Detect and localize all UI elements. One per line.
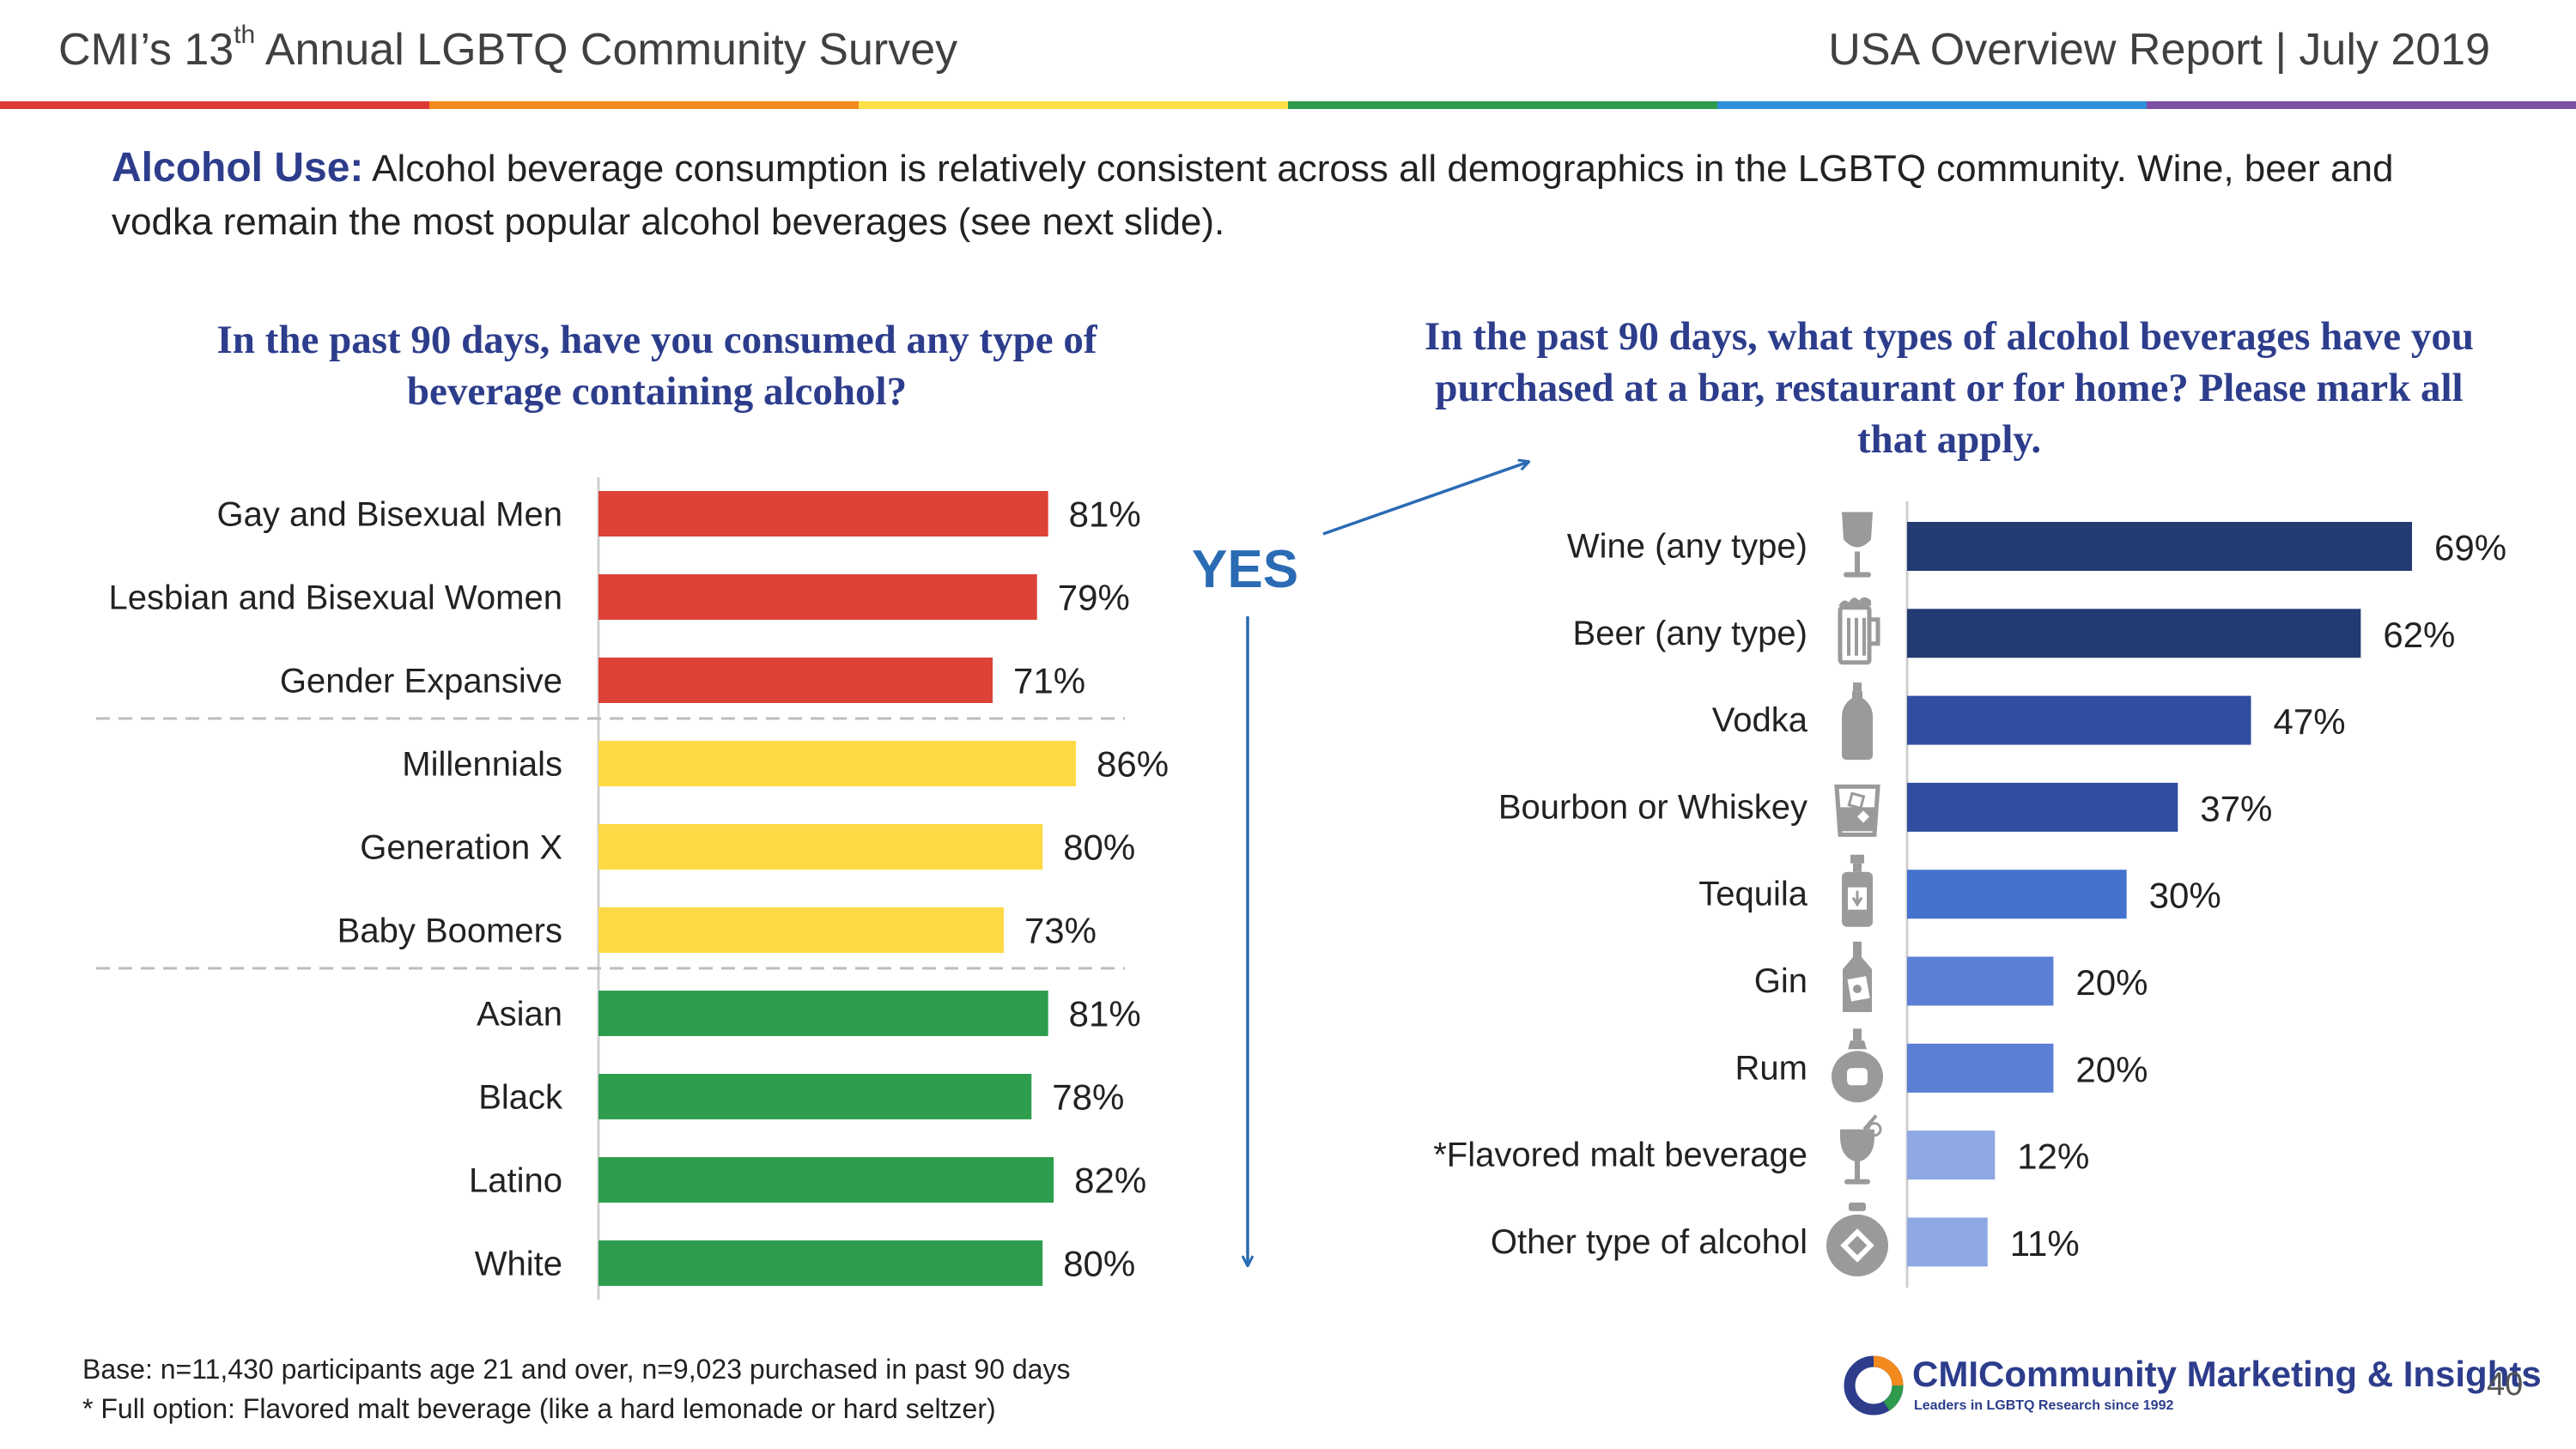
logo-company-name: Community Marketing & Insights: [1978, 1354, 2542, 1394]
footnote-full-option: * Full option: Flavored malt beverage (l…: [82, 1393, 996, 1424]
whiskey-glass-icon: [1834, 784, 1880, 837]
report-edition-title: USA Overview Report | July 2019: [1828, 25, 2490, 75]
left-value-label: 82%: [1074, 1161, 1146, 1201]
rainbow-segment: [1288, 101, 1717, 109]
right-category-label: *Flavored malt beverage: [1433, 1137, 1807, 1174]
series-title-text-rest: Annual LGBTQ Community Survey: [255, 25, 958, 75]
right-category-label: Bourbon or Whiskey: [1498, 788, 1807, 826]
rainbow-segment: [1717, 101, 2147, 109]
report-series-title: CMI’s 13th Annual LGBTQ Community Survey: [58, 21, 958, 76]
left-chart-title: In the past 90 days, have you consumed a…: [216, 318, 1097, 414]
rainbow-segment: [0, 101, 429, 109]
left-category-label: White: [475, 1246, 562, 1283]
left-bar: [598, 1240, 1043, 1286]
vodka-bottle-icon: [1842, 682, 1873, 761]
right-category-label: Tequila: [1698, 876, 1808, 913]
right-bar-chart: Wine (any type) 69% Beer (any type) 62% Vodk…: [1433, 501, 2506, 1288]
rainbow-segment: [2147, 101, 2576, 109]
right-bar: [1907, 609, 2361, 658]
left-bar: [598, 491, 1048, 537]
right-category-label: Beer (any type): [1573, 615, 1807, 652]
series-title-superscript: th: [234, 21, 256, 49]
intro-lead: Alcohol Use:: [112, 145, 364, 191]
cocktail-glass-icon: [1840, 1114, 1882, 1185]
left-bar: [598, 991, 1048, 1036]
right-value-label: 62%: [2383, 615, 2455, 655]
page-number: 40: [2487, 1367, 2524, 1403]
intro-text: Alcohol beverage consumption is relative…: [112, 148, 2394, 243]
left-bar: [598, 741, 1076, 786]
right-chart-title: In the past 90 days, what types of alcoh…: [1424, 314, 2475, 462]
right-category-label: Vodka: [1712, 701, 1808, 739]
right-bar: [1907, 1043, 2054, 1093]
rum-bottle-icon: [1832, 1028, 1883, 1103]
left-bar: [598, 1157, 1054, 1203]
left-bar: [598, 574, 1037, 620]
left-category-label: Asian: [477, 996, 562, 1034]
left-category-label: Generation X: [360, 829, 562, 867]
right-value-label: 11%: [2010, 1223, 2080, 1264]
left-category-label: Gender Expansive: [280, 663, 562, 700]
left-value-label: 78%: [1052, 1077, 1124, 1118]
logo-tagline: Leaders in LGBTQ Research since 1992: [1914, 1398, 2174, 1413]
left-value-label: 81%: [1069, 994, 1141, 1034]
arrow-to-right-chart: [1322, 462, 1528, 536]
right-bar: [1907, 695, 2251, 745]
right-category-label: Other type of alcohol: [1491, 1223, 1807, 1261]
rainbow-segment: [429, 101, 859, 109]
right-value-label: 47%: [2274, 701, 2346, 742]
left-value-label: 80%: [1063, 828, 1135, 868]
rainbow-segment: [859, 101, 1288, 109]
left-bar: [598, 1074, 1032, 1119]
decanter-icon: [1826, 1202, 1888, 1276]
rainbow-divider: [0, 101, 2576, 109]
right-value-label: 20%: [2075, 962, 2148, 1003]
footnote: Base: n=11,430 participants age 21 and o…: [82, 1349, 1070, 1428]
logo-wordmark: CMICommunity Marketing & Insights: [1912, 1354, 2542, 1395]
right-bar: [1907, 956, 2054, 1006]
gin-bottle-icon: [1843, 942, 1872, 1012]
left-value-label: 86%: [1097, 744, 1169, 785]
left-bar: [598, 658, 993, 703]
right-bar: [1907, 1131, 1996, 1180]
beer-mug-icon: [1838, 597, 1880, 665]
wine-glass-icon: [1842, 512, 1873, 578]
right-bar: [1907, 870, 2127, 919]
right-value-label: 20%: [2075, 1049, 2148, 1089]
left-value-label: 81%: [1069, 494, 1141, 535]
right-bar: [1907, 522, 2412, 571]
right-bar: [1907, 782, 2178, 832]
right-value-label: 30%: [2149, 876, 2221, 916]
left-value-label: 71%: [1013, 661, 1085, 701]
tequila-bottle-icon: [1842, 854, 1873, 927]
left-bar: [598, 824, 1043, 870]
yes-connector-label: YES: [1192, 540, 1299, 599]
left-value-label: 79%: [1058, 578, 1130, 618]
right-value-label: 69%: [2434, 528, 2506, 568]
left-category-label: Latino: [469, 1162, 562, 1200]
cmi-logo-mark-icon: [1844, 1355, 1904, 1416]
left-value-label: 73%: [1024, 911, 1097, 951]
left-bar-chart: Gay and Bisexual Men 81% Lesbian and Bisex…: [96, 477, 1169, 1300]
right-category-label: Rum: [1735, 1049, 1807, 1087]
left-category-label: Gay and Bisexual Men: [217, 496, 562, 534]
left-category-label: Black: [478, 1079, 563, 1117]
right-bar: [1907, 1217, 1988, 1267]
intro-paragraph: Alcohol Use: Alcohol beverage consumptio…: [112, 142, 2499, 249]
left-category-label: Lesbian and Bisexual Women: [109, 579, 562, 617]
left-bar: [598, 907, 1004, 953]
left-category-label: Baby Boomers: [337, 912, 562, 950]
right-category-label: Gin: [1754, 962, 1807, 1000]
series-title-text: CMI’s 13: [58, 25, 234, 75]
footnote-base: Base: n=11,430 participants age 21 and o…: [82, 1354, 1071, 1385]
right-value-label: 12%: [2017, 1137, 2089, 1177]
left-category-label: Millennials: [402, 746, 562, 784]
left-value-label: 80%: [1063, 1244, 1135, 1284]
logo-cmi: CMI: [1912, 1354, 1978, 1394]
right-category-label: Wine (any type): [1567, 528, 1807, 566]
right-value-label: 37%: [2200, 788, 2272, 828]
